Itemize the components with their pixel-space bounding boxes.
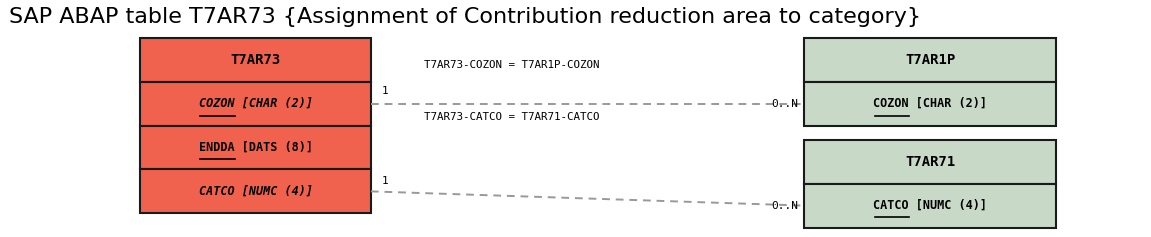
Text: ENDDA [DATS (8)]: ENDDA [DATS (8)] bbox=[199, 141, 313, 154]
Text: COZON [CHAR (2)]: COZON [CHAR (2)] bbox=[872, 97, 988, 110]
FancyBboxPatch shape bbox=[140, 169, 371, 213]
Text: 0..N: 0..N bbox=[771, 99, 798, 109]
Text: SAP ABAP table T7AR73 {Assignment of Contribution reduction area to category}: SAP ABAP table T7AR73 {Assignment of Con… bbox=[9, 7, 921, 27]
Text: COZON [CHAR (2)]: COZON [CHAR (2)] bbox=[199, 97, 313, 110]
Text: T7AR73-CATCO = T7AR71-CATCO: T7AR73-CATCO = T7AR71-CATCO bbox=[424, 112, 600, 122]
Text: T7AR1P: T7AR1P bbox=[905, 53, 955, 67]
FancyBboxPatch shape bbox=[803, 38, 1057, 82]
Text: 1: 1 bbox=[382, 176, 389, 186]
Text: 1: 1 bbox=[382, 86, 389, 96]
FancyBboxPatch shape bbox=[803, 140, 1057, 184]
FancyBboxPatch shape bbox=[140, 82, 371, 126]
Text: T7AR73-COZON = T7AR1P-COZON: T7AR73-COZON = T7AR1P-COZON bbox=[424, 60, 600, 70]
Text: CATCO [NUMC (4)]: CATCO [NUMC (4)] bbox=[872, 199, 988, 212]
Text: CATCO [NUMC (4)]: CATCO [NUMC (4)] bbox=[199, 185, 313, 198]
Text: 0..N: 0..N bbox=[771, 201, 798, 211]
Text: T7AR71: T7AR71 bbox=[905, 155, 955, 169]
FancyBboxPatch shape bbox=[140, 38, 371, 82]
FancyBboxPatch shape bbox=[803, 82, 1057, 126]
Text: T7AR73: T7AR73 bbox=[230, 53, 281, 67]
FancyBboxPatch shape bbox=[140, 126, 371, 169]
FancyBboxPatch shape bbox=[803, 184, 1057, 228]
